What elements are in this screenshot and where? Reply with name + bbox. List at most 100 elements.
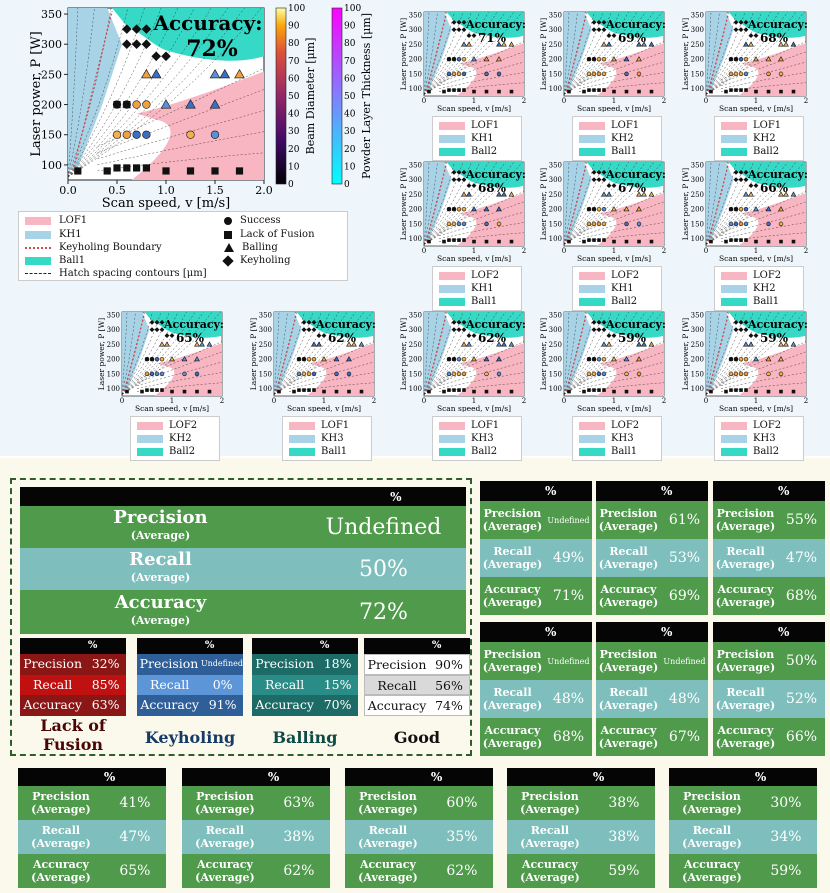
legend-entry: KH1 [471, 132, 494, 145]
success-point [734, 72, 738, 76]
small-ytick-label: 100 [549, 385, 562, 393]
lack-point [729, 57, 733, 61]
small-xtick-label: 2 [804, 97, 808, 105]
config-table: % Precision (Average) 30% Recall (Average) 3… [669, 768, 817, 888]
success-point [485, 372, 489, 376]
small-ytick-label: 250 [549, 41, 562, 49]
config-accuracy-row: Accuracy (Average) 67% [596, 718, 708, 756]
lack-point [744, 238, 748, 242]
success-point [779, 222, 783, 226]
config-accuracy-value: 71% [545, 588, 592, 604]
legend-entry: LOF1 [611, 119, 639, 132]
accuracy-label: Accuracy [485, 583, 541, 596]
small-ytick-label: 200 [409, 56, 422, 64]
config-recall-value: 47% [104, 829, 166, 845]
small-ytick-label: 350 [409, 311, 422, 319]
success-point [734, 222, 738, 226]
legend-swatch [721, 148, 747, 156]
small-accuracy-label: Accuracy: [605, 18, 666, 31]
lack-point [472, 240, 476, 244]
small-xtick-label: 0 [422, 397, 426, 405]
colorbar-beam-tick: 70 [288, 57, 300, 67]
boundary-swatch [25, 247, 51, 249]
legend-entry: Ball1 [611, 145, 637, 158]
config-table: % Precision (Average) Undefined Recall (Ave… [596, 622, 708, 756]
config-recall-row: Recall (Average) 49% [480, 539, 592, 577]
small-accuracy-label: Accuracy: [747, 18, 808, 31]
lack-point [612, 90, 616, 94]
small-xlabel: Scan speed, v [m/s] [577, 404, 651, 412]
success-point [195, 372, 199, 376]
lack-point [472, 390, 476, 394]
config-accuracy-row: Accuracy (Average) 68% [480, 718, 592, 756]
small-ytick-label: 300 [107, 326, 120, 334]
small-xlabel: Scan speed, v [m/s] [437, 404, 511, 412]
legend-swatch [439, 272, 465, 280]
legend-swatch [439, 148, 465, 156]
colorbar-beam-tick: 40 [288, 110, 300, 120]
config-table: % Precision (Average) 38% Recall (Average) 3… [507, 768, 655, 888]
small-accuracy-label: Accuracy: [747, 318, 808, 331]
success-point [183, 372, 187, 376]
legend-swatch [579, 448, 605, 456]
success-point [597, 207, 601, 211]
config-precision-row: Precision (Average) 50% [713, 642, 825, 680]
small-xtick-label: 2 [372, 397, 376, 405]
small-legend: LOF2 KH1 Ball2 [572, 266, 662, 311]
main-ytick-label: 350 [41, 8, 62, 21]
small-ytick-label: 300 [409, 26, 422, 34]
success-point [462, 207, 466, 211]
small-xtick-label: 2 [522, 247, 526, 255]
legend-entry: KH3 [471, 432, 494, 445]
lack-point [277, 390, 281, 394]
success-point [447, 72, 451, 76]
precision-label: Precision [521, 790, 579, 803]
legend-entry: KH2 [753, 282, 776, 295]
main-accuracy-label: Accuracy: [152, 11, 262, 35]
lack-point [724, 90, 728, 94]
lack-point [650, 90, 654, 94]
config-recall-row: Recall (Average) 48% [480, 680, 592, 718]
colorbar-powder-tick: 40 [344, 110, 356, 120]
small-accuracy-label: Accuracy: [163, 318, 224, 331]
lack-point [602, 388, 606, 392]
lack-point [307, 388, 311, 392]
avg-label: (Average) [358, 837, 418, 850]
config-table-header: % [596, 622, 708, 642]
lack-point [485, 240, 489, 244]
small-ytick-label: 150 [549, 370, 562, 378]
lack-point [792, 390, 796, 394]
precision-label: Precision [113, 507, 207, 528]
lack-point [145, 357, 149, 361]
colorbar-powder-tick: 70 [344, 57, 356, 67]
small-ytick-label: 300 [259, 326, 272, 334]
small-ylabel: Laser power, P [W] [539, 318, 548, 390]
small-ytick-label: 350 [259, 311, 272, 319]
avg-label: (Average) [599, 699, 659, 712]
class-table-keyholing: % Precision Undefined Recall 0% Accuracy 91% [137, 638, 243, 716]
colorbar-beam-tick: 0 [288, 180, 294, 190]
success-point [767, 72, 771, 76]
success-point [113, 131, 121, 139]
recall-label: Recall [693, 824, 731, 837]
lack-point [592, 238, 596, 242]
legend-lack: Lack of Fusion [240, 229, 315, 240]
legend-entry: Ball2 [471, 145, 497, 158]
colorbar-beam-tick: 20 [288, 145, 300, 155]
small-ylabel: Laser power, P [W] [399, 18, 408, 90]
legend-swatch [579, 148, 605, 156]
small-ylabel: Laser power, P [W] [399, 318, 408, 390]
lack-point [302, 388, 306, 392]
legend-entry: LOF1 [753, 119, 781, 132]
recall-label: Recall [206, 824, 244, 837]
lack-point [150, 357, 154, 361]
small-ytick-label: 350 [691, 161, 704, 169]
class-row-precision: Precision Undefined [137, 654, 243, 675]
precision-label: Precision [600, 648, 658, 661]
accuracy-label: Accuracy [601, 583, 657, 596]
lack-point [744, 88, 748, 92]
legend-swatch [579, 135, 605, 143]
config-precision-row: Precision (Average) Undefined [596, 642, 708, 680]
main-ytick-label: 200 [41, 99, 62, 112]
lack-point [650, 390, 654, 394]
